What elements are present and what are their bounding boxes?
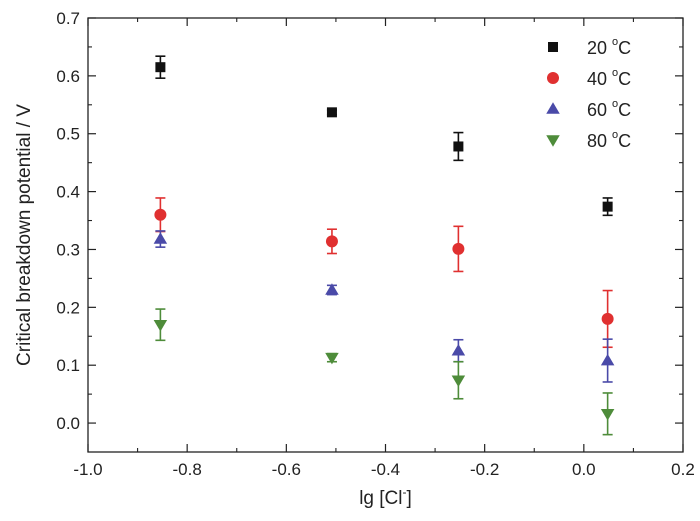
series-2 xyxy=(154,197,614,349)
legend-label: 80 oC xyxy=(587,129,631,151)
x-axis-title-superscript: - xyxy=(403,485,407,499)
legend-label: 60 oC xyxy=(587,98,631,120)
y-tick-label: 0.1 xyxy=(56,356,80,375)
legend-marker xyxy=(548,42,558,52)
legend-label-unit: C xyxy=(618,100,631,120)
x-tick-label: -0.2 xyxy=(470,460,499,479)
legend-label-value: 60 xyxy=(587,100,612,120)
x-tick-label: -0.4 xyxy=(371,460,400,479)
y-tick-label: 0.7 xyxy=(56,9,80,28)
data-point xyxy=(155,62,166,73)
x-axis-title-suffix: ] xyxy=(407,488,412,509)
axes-layer: -1.0 -0.8 -0.6 -0.4 -0.2 0.0 0.2 0.0 0.1 0.2 0.3 0.… xyxy=(56,9,694,479)
data-point xyxy=(325,283,339,295)
y-axis-title: Critical breakdown potential / V xyxy=(14,104,35,366)
data-point xyxy=(154,208,167,221)
legend-label-value: 80 xyxy=(587,131,612,151)
legend-marker xyxy=(546,135,560,147)
legend-label-degree: o xyxy=(612,129,618,141)
legend-item: 80 oC xyxy=(546,129,631,151)
data-point xyxy=(451,375,466,387)
data-point xyxy=(452,242,465,255)
y-tick-label: 0.4 xyxy=(56,183,80,202)
data-layer xyxy=(153,55,615,436)
x-tick-label: -1.0 xyxy=(73,460,102,479)
legend-label: 40 oC xyxy=(587,67,631,89)
series-1 xyxy=(155,55,613,217)
legend-item: 60 oC xyxy=(546,98,631,120)
x-axis-title: lg [Cl-] xyxy=(359,485,412,509)
data-point xyxy=(600,353,615,366)
data-point xyxy=(601,312,614,325)
legend-item: 20 oC xyxy=(548,36,631,58)
series-4 xyxy=(153,308,615,436)
data-point xyxy=(451,343,466,356)
y-tick-label: 0.5 xyxy=(56,125,80,144)
x-axis-title-main: lg [Cl xyxy=(359,488,402,509)
legend-label-degree: o xyxy=(612,67,618,79)
data-point xyxy=(325,352,339,365)
x-tick-label: -0.8 xyxy=(173,460,202,479)
x-tick-label: 0.2 xyxy=(671,460,695,479)
data-point xyxy=(453,141,464,152)
series-3 xyxy=(153,230,615,383)
legend-label-unit: C xyxy=(618,38,631,58)
y-tick-label: 0.0 xyxy=(56,414,80,433)
legend-label-unit: C xyxy=(618,69,631,89)
legend-label-degree: o xyxy=(612,36,618,48)
x-tick-label: 0.0 xyxy=(572,460,596,479)
legend-marker xyxy=(547,72,559,84)
data-point xyxy=(153,232,168,244)
legend-label-value: 20 xyxy=(587,38,612,58)
legend-marker xyxy=(546,102,560,114)
data-point xyxy=(600,409,615,421)
legend-item: 40 oC xyxy=(547,67,631,89)
data-point xyxy=(326,107,337,118)
legend-label-value: 40 xyxy=(587,69,612,89)
legend-label: 20 oC xyxy=(587,36,631,58)
data-point xyxy=(325,235,338,248)
y-tick-label: 0.3 xyxy=(56,240,80,259)
legend-label-unit: C xyxy=(618,131,631,151)
data-point xyxy=(153,319,168,332)
y-tick-label: 0.2 xyxy=(56,298,80,317)
y-tick-label: 0.6 xyxy=(56,67,80,86)
data-point xyxy=(602,201,613,212)
legend-label-degree: o xyxy=(612,98,618,110)
x-tick-label: -0.6 xyxy=(272,460,301,479)
